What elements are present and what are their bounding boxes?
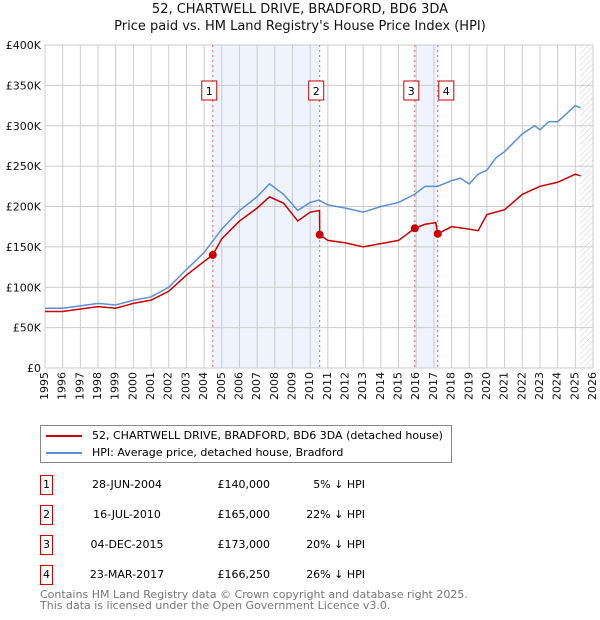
footer-line1: Contains HM Land Registry data © Crown c… — [40, 588, 468, 601]
x-tick-label: 2008 — [268, 372, 281, 400]
chart-subtitle: Price paid vs. HM Land Registry's House … — [114, 19, 486, 34]
row-price: £173,000 — [217, 538, 271, 551]
row-date: 16-JUL-2010 — [93, 508, 161, 521]
sale-label: 3 — [408, 85, 415, 98]
sale-label-box — [438, 80, 455, 101]
x-tick-label: 2007 — [250, 372, 263, 400]
x-tick-label: 2011 — [321, 372, 334, 400]
sale-point — [410, 224, 419, 233]
row-price: £165,000 — [217, 508, 271, 521]
x-tick-label: 2021 — [498, 372, 511, 400]
row-date: 23-MAR-2017 — [89, 568, 165, 581]
row-price: £166,250 — [217, 568, 271, 581]
row-date: 28-JUN-2004 — [91, 478, 163, 491]
x-tick-label: 2004 — [197, 372, 210, 400]
y-tick-label: £400K — [6, 39, 42, 52]
sale-label: 2 — [313, 85, 320, 98]
chart-title: 52, CHARTWELL DRIVE, BRADFORD, BD6 3DA — [151, 2, 449, 17]
legend: 52, CHARTWELL DRIVE, BRADFORD, BD6 3DA (… — [40, 425, 452, 463]
row-hpi: 22% ↓ HPI — [306, 508, 365, 521]
table-row: 2 16-JUL-2010 £165,000 22% ↓ HPI — [40, 505, 440, 525]
x-tick-label: 2009 — [285, 372, 298, 400]
x-tick-label: 2025 — [568, 372, 581, 400]
sale-label-box — [201, 80, 218, 101]
row-hpi: 26% ↓ HPI — [306, 568, 365, 581]
x-tick-label: 2017 — [427, 372, 440, 400]
row-hpi: 5% ↓ HPI — [313, 478, 365, 491]
row-date: 04-DEC-2015 — [90, 538, 164, 551]
y-tick-label: £50K — [13, 322, 42, 335]
x-tick-label: 2023 — [533, 372, 546, 400]
x-tick-label: 1997 — [73, 372, 86, 400]
x-tick-label: 2000 — [126, 372, 139, 400]
x-tick-label: 2002 — [162, 372, 175, 400]
x-tick-label: 1998 — [91, 372, 104, 400]
x-tick-label: 2022 — [515, 372, 528, 400]
x-tick-label: 2016 — [409, 372, 422, 400]
y-tick-label: £300K — [6, 120, 42, 133]
y-tick-label: £250K — [6, 160, 42, 173]
legend-label-hpi: HPI: Average price, detached house, Brad… — [92, 446, 344, 459]
x-tick-label: 2026 — [586, 372, 599, 400]
x-tick-label: 1995 — [38, 372, 51, 400]
x-tick-label: 2001 — [144, 372, 157, 400]
sale-point — [315, 230, 324, 239]
row-number: 4 — [40, 565, 53, 585]
sale-label-box — [308, 80, 325, 101]
row-price: £140,000 — [217, 478, 271, 491]
footer: Contains HM Land Registry data © Crown c… — [40, 589, 468, 611]
plot-area: 1995 1996 1997 1998 1999 2000 2001 2002 2003 2004… — [6, 39, 599, 400]
legend-swatch-hpi — [46, 451, 82, 454]
x-tick-label: 2012 — [339, 372, 352, 400]
footer-line2: This data is licensed under the Open Gov… — [40, 599, 391, 612]
y-tick-label: £350K — [6, 79, 42, 92]
legend-label-property: 52, CHARTWELL DRIVE, BRADFORD, BD6 3DA (… — [92, 429, 443, 442]
x-tick-label: 2018 — [445, 372, 458, 400]
row-number: 2 — [40, 505, 53, 525]
x-tick-label: 2014 — [374, 372, 387, 400]
x-tick-label: 2003 — [179, 372, 192, 400]
x-tick-label: 2013 — [356, 372, 369, 400]
row-number: 1 — [40, 475, 53, 495]
x-tick-label: 2024 — [551, 372, 564, 400]
x-tick-label: 2010 — [303, 372, 316, 400]
table-row: 1 28-JUN-2004 £140,000 5% ↓ HPI — [40, 475, 440, 495]
row-hpi: 20% ↓ HPI — [306, 538, 365, 551]
legend-swatch-property — [46, 434, 82, 437]
x-tick-label: 1996 — [56, 372, 69, 400]
row-number: 3 — [40, 535, 53, 555]
sale-label: 4 — [443, 85, 450, 98]
y-tick-label: £200K — [6, 201, 42, 214]
sale-label: 1 — [206, 85, 213, 98]
hpi-line — [45, 104, 581, 309]
sale-point — [433, 229, 442, 238]
y-tick-label: £0 — [27, 362, 41, 375]
y-tick-label: £100K — [6, 281, 42, 294]
x-tick-label: 2005 — [215, 372, 228, 400]
x-tick-label: 2019 — [462, 372, 475, 400]
table-row: 3 04-DEC-2015 £173,000 20% ↓ HPI — [40, 535, 440, 555]
x-tick-label: 1999 — [109, 372, 122, 400]
x-tick-label: 2006 — [232, 372, 245, 400]
x-tick-label: 2015 — [392, 372, 405, 400]
table-row: 4 23-MAR-2017 £166,250 26% ↓ HPI — [40, 565, 440, 585]
y-tick-label: £150K — [6, 241, 42, 254]
sale-point — [208, 250, 217, 259]
sale-label-box — [403, 80, 420, 101]
x-tick-label: 2020 — [480, 372, 493, 400]
